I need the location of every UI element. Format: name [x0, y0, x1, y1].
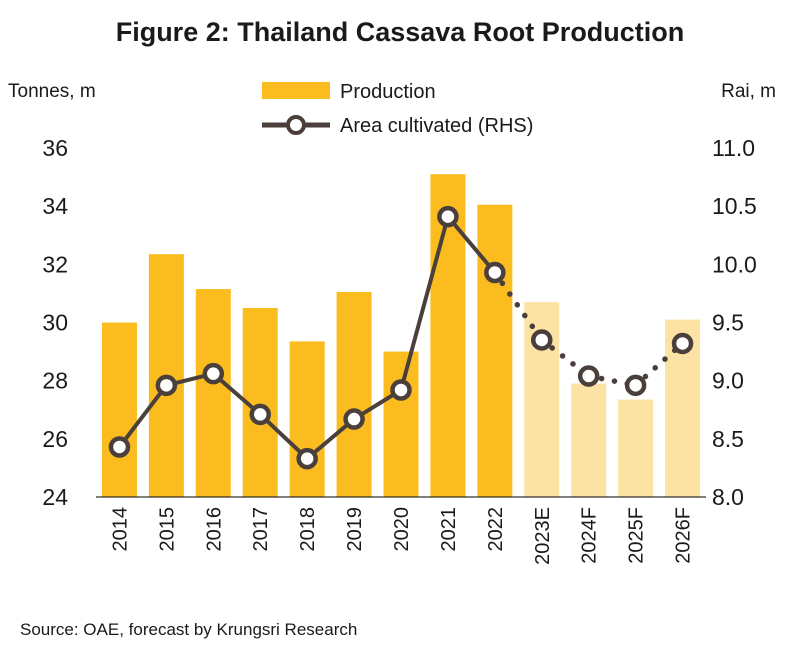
legend: Production Area cultivated (RHS) — [262, 81, 533, 137]
area-marker-2015 — [155, 374, 178, 397]
chart-title: Figure 2: Thailand Cassava Root Producti… — [116, 17, 685, 47]
x-tick-label: 2025F — [626, 507, 648, 564]
left-tick-label: 26 — [42, 426, 68, 452]
x-tick-label: 2015 — [156, 507, 178, 552]
production-bar-2019 — [336, 291, 372, 497]
left-tick-label: 34 — [42, 193, 68, 219]
area-marker-2026F — [671, 332, 694, 355]
left-tick-label: 24 — [42, 484, 68, 510]
production-bar-2024F — [571, 383, 607, 497]
area-markers — [108, 205, 694, 470]
left-tick-label: 36 — [42, 135, 68, 161]
source-note: Source: OAE, forecast by Krungsri Resear… — [20, 620, 357, 639]
x-axis-ticks: 2014 2015 2016 2017 2018 2019 2020 2021 2022 2023… — [109, 507, 694, 565]
legend-production-label: Production — [340, 81, 436, 103]
right-tick-label: 8.5 — [712, 426, 744, 452]
left-axis-unit: Tonnes, m — [8, 81, 96, 102]
legend-production-swatch — [262, 82, 330, 99]
left-axis-ticks: 24 26 28 30 32 34 36 — [42, 135, 68, 510]
x-tick-label: 2023E — [532, 507, 554, 565]
area-marker-2016 — [202, 362, 225, 385]
right-tick-label: 9.5 — [712, 310, 744, 336]
right-tick-label: 9.0 — [712, 368, 744, 394]
x-tick-label: 2018 — [297, 507, 319, 552]
right-tick-label: 11.0 — [712, 135, 755, 161]
area-segment-2022 — [445, 214, 497, 275]
area-marker-2022 — [484, 261, 506, 284]
right-tick-label: 8.0 — [712, 484, 744, 510]
x-tick-label: 2016 — [203, 507, 225, 552]
area-marker-2020 — [390, 379, 412, 401]
area-marker-2019 — [343, 408, 365, 430]
x-tick-label: 2024F — [579, 507, 601, 564]
x-tick-label: 2019 — [344, 507, 366, 552]
left-tick-label: 30 — [42, 310, 68, 336]
area-forecast-segment-2023E — [492, 269, 545, 343]
x-tick-label: 2022 — [485, 507, 507, 551]
right-tick-label: 10.5 — [712, 193, 757, 219]
area-marker-2014 — [108, 436, 131, 458]
area-marker-2025F — [624, 374, 647, 397]
production-bars — [101, 174, 701, 498]
production-bar-2025F — [618, 399, 654, 497]
production-bar-2016 — [195, 289, 231, 497]
area-marker-2018 — [296, 447, 318, 470]
x-tick-label: 2017 — [250, 507, 272, 552]
area-marker-2021 — [437, 205, 459, 228]
production-bar-2014 — [101, 322, 137, 497]
x-tick-label: 2020 — [391, 507, 413, 552]
production-bar-2020 — [383, 351, 419, 497]
area-marker-2024F — [577, 365, 600, 387]
area-marker-2017 — [249, 403, 271, 426]
area-segment-2015 — [117, 383, 169, 449]
area-marker-2023E — [531, 329, 553, 351]
left-tick-label: 32 — [42, 251, 68, 277]
production-bar-2022 — [477, 204, 513, 497]
x-tick-label: 2026F — [673, 507, 695, 564]
x-tick-label: 2014 — [109, 507, 131, 552]
right-axis-unit: Rai, m — [721, 81, 776, 102]
legend-area-label: Area cultivated (RHS) — [340, 115, 533, 137]
left-tick-label: 28 — [42, 368, 68, 394]
right-axis-ticks: 8.0 8.5 9.0 9.5 10.0 10.5 11.0 — [712, 135, 757, 510]
area-segment-2021 — [399, 214, 450, 392]
right-tick-label: 10.0 — [712, 251, 757, 277]
legend-area-marker — [286, 115, 306, 135]
production-bar-2018 — [289, 341, 325, 497]
x-tick-label: 2021 — [438, 507, 460, 552]
